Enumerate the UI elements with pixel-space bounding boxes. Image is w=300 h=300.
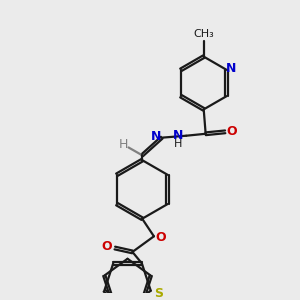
Text: N: N [173,129,184,142]
Text: N: N [151,130,161,143]
Text: S: S [154,287,163,300]
Text: N: N [226,62,237,75]
Text: O: O [227,125,237,138]
Text: CH₃: CH₃ [193,29,214,39]
Text: O: O [155,231,166,244]
Text: H: H [119,138,128,151]
Text: O: O [102,240,112,253]
Text: H: H [174,139,182,148]
